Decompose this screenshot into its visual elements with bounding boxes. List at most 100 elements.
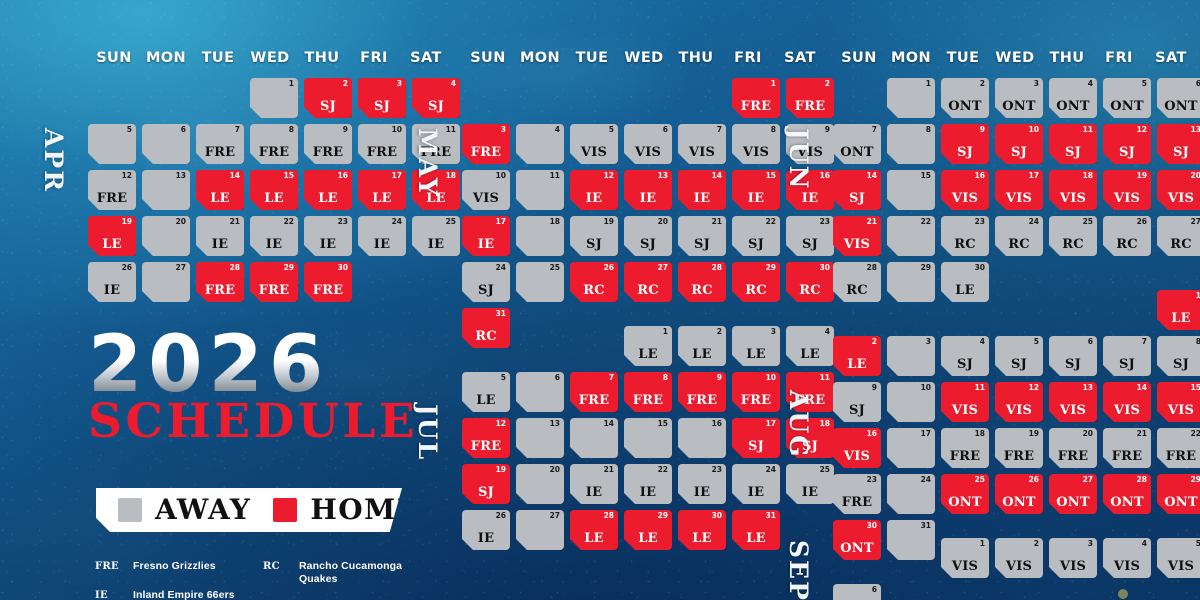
calendar-cell-sep-5[interactable]: 5 VIS (1157, 538, 1200, 578)
calendar-cell-apr-13[interactable]: 13 (142, 170, 190, 210)
calendar-cell-aug-31[interactable]: 31 (887, 520, 935, 560)
calendar-cell-jun-2[interactable]: 2 ONT (941, 78, 989, 118)
calendar-cell-may-18[interactable]: 18 (516, 216, 564, 256)
calendar-cell-jun-4[interactable]: 4 ONT (1049, 78, 1097, 118)
calendar-cell-may-12[interactable]: 12 IE (570, 170, 618, 210)
calendar-cell-aug-24[interactable]: 24 (887, 474, 935, 514)
calendar-cell-may-7[interactable]: 7 VIS (678, 124, 726, 164)
calendar-cell-may-14[interactable]: 14 IE (678, 170, 726, 210)
calendar-cell-may-3[interactable]: 3 FRE (462, 124, 510, 164)
calendar-cell-sep-3[interactable]: 3 VIS (1049, 538, 1097, 578)
calendar-cell-may-21[interactable]: 21 SJ (678, 216, 726, 256)
calendar-cell-jun-22[interactable]: 22 (887, 216, 935, 256)
calendar-cell-jul-14[interactable]: 14 (570, 418, 618, 458)
calendar-cell-apr-2[interactable]: 2 SJ (304, 78, 352, 118)
calendar-cell-aug-1[interactable]: 1 LE (1157, 290, 1200, 330)
calendar-cell-jun-25[interactable]: 25 RC (1049, 216, 1097, 256)
calendar-cell-may-29[interactable]: 29 RC (732, 262, 780, 302)
calendar-cell-sep-1[interactable]: 1 VIS (941, 538, 989, 578)
calendar-cell-jul-7[interactable]: 7 FRE (570, 372, 618, 412)
calendar-cell-jul-2[interactable]: 2 LE (678, 326, 726, 366)
calendar-cell-aug-7[interactable]: 7 SJ (1103, 336, 1151, 376)
calendar-cell-aug-30[interactable]: 30 ONT (833, 520, 881, 560)
calendar-cell-apr-26[interactable]: 26 IE (88, 262, 136, 302)
calendar-cell-jul-15[interactable]: 15 (624, 418, 672, 458)
calendar-cell-jul-11[interactable]: 11 FRE (786, 372, 834, 412)
calendar-cell-apr-24[interactable]: 24 IE (358, 216, 406, 256)
calendar-cell-aug-2[interactable]: 2 LE (833, 336, 881, 376)
calendar-cell-jun-28[interactable]: 28 RC (833, 262, 881, 302)
calendar-cell-aug-9[interactable]: 9 SJ (833, 382, 881, 422)
calendar-cell-aug-12[interactable]: 12 VIS (995, 382, 1043, 422)
calendar-cell-may-4[interactable]: 4 (516, 124, 564, 164)
calendar-cell-apr-15[interactable]: 15 LE (250, 170, 298, 210)
calendar-cell-aug-23[interactable]: 23 FRE (833, 474, 881, 514)
calendar-cell-aug-8[interactable]: 8 SJ (1157, 336, 1200, 376)
calendar-cell-aug-11[interactable]: 11 VIS (941, 382, 989, 422)
calendar-cell-jul-16[interactable]: 16 (678, 418, 726, 458)
calendar-cell-jun-12[interactable]: 12 SJ (1103, 124, 1151, 164)
calendar-cell-apr-21[interactable]: 21 IE (196, 216, 244, 256)
calendar-cell-jul-8[interactable]: 8 FRE (624, 372, 672, 412)
calendar-cell-jun-3[interactable]: 3 ONT (995, 78, 1043, 118)
calendar-cell-may-2[interactable]: 2 FRE (786, 78, 834, 118)
calendar-cell-jul-10[interactable]: 10 FRE (732, 372, 780, 412)
calendar-cell-apr-27[interactable]: 27 (142, 262, 190, 302)
calendar-cell-may-24[interactable]: 24 SJ (462, 262, 510, 302)
calendar-cell-apr-16[interactable]: 16 LE (304, 170, 352, 210)
calendar-cell-may-16[interactable]: 16 IE (786, 170, 834, 210)
calendar-cell-apr-4[interactable]: 4 SJ (412, 78, 460, 118)
calendar-cell-jun-19[interactable]: 19 VIS (1103, 170, 1151, 210)
calendar-cell-may-31[interactable]: 31 RC (462, 308, 510, 348)
calendar-cell-aug-22[interactable]: 22 FRE (1157, 428, 1200, 468)
calendar-cell-may-22[interactable]: 22 SJ (732, 216, 780, 256)
calendar-cell-jul-22[interactable]: 22 IE (624, 464, 672, 504)
calendar-cell-may-28[interactable]: 28 RC (678, 262, 726, 302)
calendar-cell-jun-29[interactable]: 29 (887, 262, 935, 302)
calendar-cell-apr-17[interactable]: 17 LE (358, 170, 406, 210)
calendar-cell-jun-14[interactable]: 14 SJ (833, 170, 881, 210)
calendar-cell-jun-6[interactable]: 6 ONT (1157, 78, 1200, 118)
calendar-cell-may-17[interactable]: 17 IE (462, 216, 510, 256)
calendar-cell-jul-25[interactable]: 25 IE (786, 464, 834, 504)
calendar-cell-may-26[interactable]: 26 RC (570, 262, 618, 302)
calendar-cell-may-23[interactable]: 23 SJ (786, 216, 834, 256)
calendar-cell-may-1[interactable]: 1 FRE (732, 78, 780, 118)
calendar-cell-jun-5[interactable]: 5 ONT (1103, 78, 1151, 118)
calendar-cell-jul-6[interactable]: 6 (516, 372, 564, 412)
calendar-cell-apr-23[interactable]: 23 IE (304, 216, 352, 256)
calendar-cell-may-10[interactable]: 10 VIS (462, 170, 510, 210)
calendar-cell-jul-21[interactable]: 21 IE (570, 464, 618, 504)
calendar-cell-jun-17[interactable]: 17 VIS (995, 170, 1043, 210)
calendar-cell-apr-12[interactable]: 12 FRE (88, 170, 136, 210)
calendar-cell-apr-25[interactable]: 25 IE (412, 216, 460, 256)
calendar-cell-jul-13[interactable]: 13 (516, 418, 564, 458)
calendar-cell-aug-15[interactable]: 15 VIS (1157, 382, 1200, 422)
calendar-cell-aug-16[interactable]: 16 VIS (833, 428, 881, 468)
calendar-cell-jul-26[interactable]: 26 IE (462, 510, 510, 550)
calendar-cell-aug-28[interactable]: 28 ONT (1103, 474, 1151, 514)
calendar-cell-aug-6[interactable]: 6 SJ (1049, 336, 1097, 376)
calendar-cell-jul-31[interactable]: 31 LE (732, 510, 780, 550)
calendar-cell-jul-17[interactable]: 17 SJ (732, 418, 780, 458)
calendar-cell-may-11[interactable]: 11 (516, 170, 564, 210)
calendar-cell-may-25[interactable]: 25 (516, 262, 564, 302)
calendar-cell-jul-5[interactable]: 5 LE (462, 372, 510, 412)
calendar-cell-jul-24[interactable]: 24 IE (732, 464, 780, 504)
calendar-cell-jun-20[interactable]: 20 VIS (1157, 170, 1200, 210)
calendar-cell-jun-15[interactable]: 15 (887, 170, 935, 210)
calendar-cell-jul-9[interactable]: 9 FRE (678, 372, 726, 412)
calendar-cell-apr-28[interactable]: 28 FRE (196, 262, 244, 302)
calendar-cell-apr-6[interactable]: 6 (142, 124, 190, 164)
calendar-cell-may-13[interactable]: 13 IE (624, 170, 672, 210)
calendar-cell-apr-1[interactable]: 1 (250, 78, 298, 118)
calendar-cell-apr-10[interactable]: 10 FRE (358, 124, 406, 164)
calendar-cell-may-6[interactable]: 6 VIS (624, 124, 672, 164)
calendar-cell-jun-10[interactable]: 10 SJ (995, 124, 1043, 164)
calendar-cell-apr-29[interactable]: 29 FRE (250, 262, 298, 302)
calendar-cell-jun-13[interactable]: 13 SJ (1157, 124, 1200, 164)
calendar-cell-jul-20[interactable]: 20 (516, 464, 564, 504)
calendar-cell-may-20[interactable]: 20 SJ (624, 216, 672, 256)
calendar-cell-may-8[interactable]: 8 VIS (732, 124, 780, 164)
